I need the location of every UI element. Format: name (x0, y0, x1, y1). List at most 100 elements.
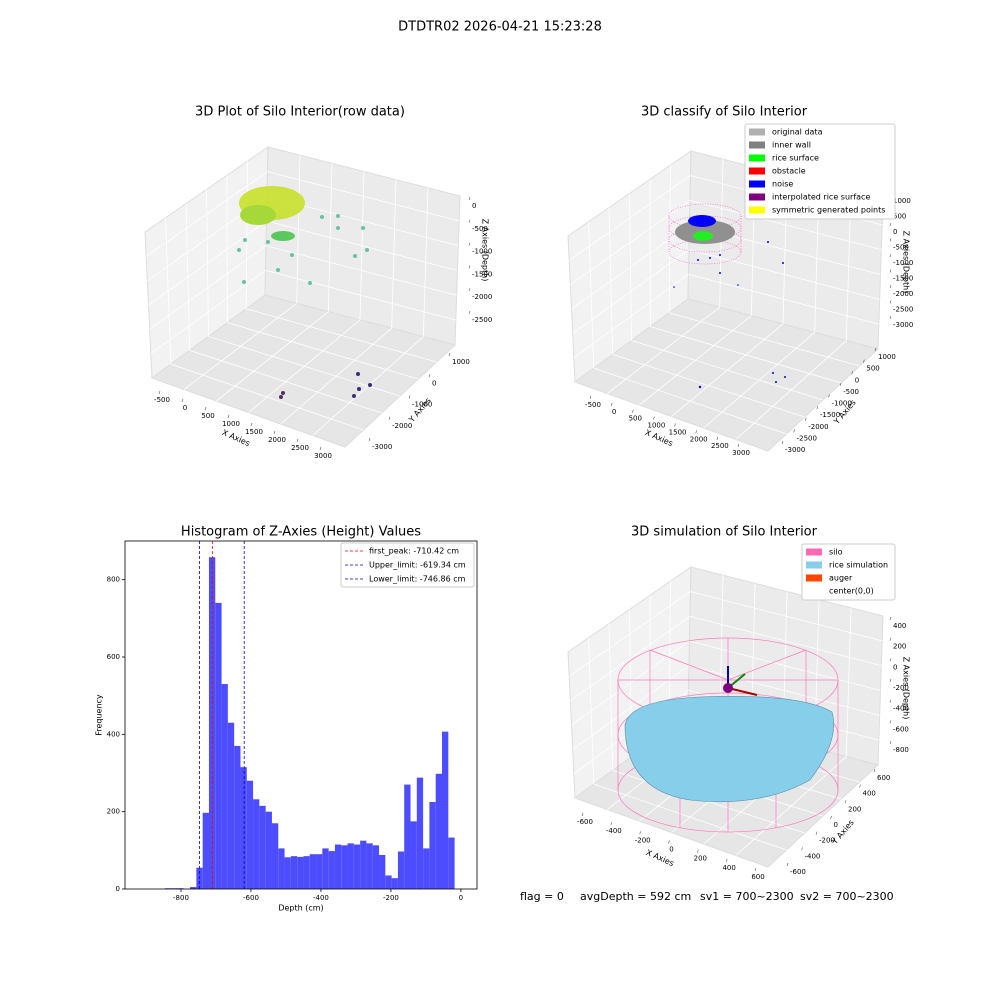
bar (278, 848, 285, 889)
legend-label: noise (772, 180, 793, 189)
bar (284, 857, 291, 889)
pane-grid (669, 312, 860, 367)
y-tick-label: -500 (843, 388, 859, 396)
x-tick-label: 2000 (268, 436, 286, 444)
bar (360, 840, 367, 889)
y-tick-label: 500 (866, 365, 879, 373)
tick-mark (889, 658, 892, 662)
tick-mark (716, 437, 719, 441)
bar (429, 802, 436, 889)
tick-mark (273, 430, 276, 435)
bar (215, 602, 222, 889)
tick-mark (815, 831, 818, 835)
tick-mark (804, 417, 807, 421)
legend-label: center(0,0) (829, 587, 874, 596)
legend-label: rice surface (772, 154, 819, 163)
silo-wireframe (617, 637, 839, 833)
z-tick-label: 0 (472, 202, 476, 210)
bar (404, 784, 411, 889)
z-tick-label: -400 (893, 705, 909, 713)
z-tick-label: 0 (893, 228, 897, 236)
tick-mark (844, 800, 847, 804)
x-tick-label: -400 (313, 894, 329, 902)
bar (442, 731, 449, 889)
footer-text: sv2 = 700~2300 (800, 890, 894, 903)
y-tick-label: 0 (855, 376, 859, 384)
bar (227, 722, 235, 889)
x-tick-label: -800 (173, 894, 189, 902)
tick-mark (889, 315, 892, 320)
legend-swatch (749, 193, 765, 201)
bar (297, 856, 304, 889)
pane-grid (568, 175, 691, 261)
y-tick-label: 200 (107, 808, 120, 816)
point-cloud (240, 205, 276, 225)
legend-box (801, 543, 896, 601)
tick-mark (610, 822, 613, 826)
bar (328, 851, 335, 889)
tick-mark (874, 347, 877, 352)
panel-title: 3D classify of Silo Interior (641, 105, 808, 120)
x-tick-label: 1500 (245, 428, 263, 436)
x-tick-label: -500 (585, 401, 601, 409)
y-tick-label: 800 (107, 576, 120, 584)
tick-mark (859, 784, 861, 788)
z-tick-label: -2500 (472, 316, 492, 324)
decor (237, 186, 839, 833)
legend-label: Upper_limit: -619.34 cm (369, 561, 466, 570)
footer-text: sv1 = 700~2300 (700, 890, 794, 903)
rice-surface (693, 231, 713, 241)
bar (448, 837, 455, 889)
panel-title: 3D Plot of Silo Interior(row data) (195, 105, 405, 120)
rice-simulation (624, 696, 834, 803)
tick-mark (889, 238, 892, 242)
z-tick-label: -500 (472, 225, 488, 233)
tick-mark (468, 219, 471, 223)
y-tick-label: -1500 (820, 411, 840, 419)
footer-text: flag = 0 (520, 890, 564, 903)
bar (423, 848, 430, 889)
bar (290, 856, 298, 889)
bar (202, 812, 209, 889)
tick-mark (250, 422, 253, 427)
bar (372, 845, 380, 889)
tick-mark (227, 414, 230, 419)
legend-swatch (749, 180, 765, 188)
tick-mark (737, 443, 740, 448)
tick-mark (632, 409, 634, 413)
tick-mark (428, 374, 431, 378)
z-tick-label: -1000 (472, 248, 492, 256)
tick-mark (889, 699, 892, 703)
bar (397, 851, 405, 889)
y-tick-label: -1000 (832, 400, 852, 408)
bar (316, 854, 323, 889)
y-tick-label: 1000 (452, 358, 470, 366)
tick-mark (181, 398, 184, 403)
legend-label: symmetric generated points (772, 206, 885, 215)
x-tick-label: 0 (669, 846, 673, 854)
legend-swatch (806, 561, 822, 569)
tick-mark (408, 395, 411, 399)
axis-label: Z Axies (Depth) (902, 657, 911, 720)
x-tick-label: 2500 (291, 444, 309, 452)
z-tick-label: 0 (893, 663, 897, 671)
z-tick-label: 200 (893, 643, 906, 651)
legend-swatch (749, 206, 765, 214)
bar (391, 878, 398, 889)
x-tick-label: 1000 (222, 420, 240, 428)
y-tick-label: 0 (432, 379, 436, 387)
panel-title: Histogram of Z-Axies (Height) Values (181, 525, 421, 540)
x-tick-label: 2000 (690, 435, 708, 443)
tick-mark (468, 288, 471, 292)
tick-mark (388, 416, 391, 420)
noise (688, 215, 716, 227)
y-tick-label: -3000 (785, 446, 805, 454)
legend-label: Lower_limit: -746.86 cm (369, 575, 466, 584)
x-tick-label: 0 (612, 408, 616, 416)
axis-label: Z Axies (Depth) (902, 231, 911, 294)
y-tick-label: 400 (863, 790, 876, 798)
legend-swatch (806, 548, 822, 556)
tick-mark (610, 402, 613, 406)
tick-mark (448, 352, 451, 357)
z-tick-label: -2000 (472, 293, 492, 301)
